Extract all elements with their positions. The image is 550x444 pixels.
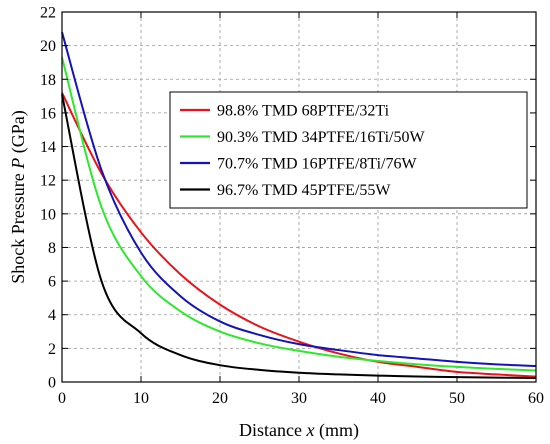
x-tick-label: 40 [370,390,386,407]
y-tick-label: 12 [40,173,56,190]
series-lines [61,31,537,379]
y-tick-label: 14 [40,139,56,156]
x-tick-labels: 0 10 20 30 40 50 60 [58,390,544,407]
y-tick-label: 0 [48,375,56,392]
legend-label-2: 90.3% TMD 34PTFE/16Ti/50W [217,129,425,146]
y-tick-label: 16 [40,105,56,122]
y-tick-label: 4 [48,307,56,324]
series-line-1 [61,92,537,378]
y-axis-title-prefix: Shock Pressure [8,169,28,284]
x-axis-title-var: x [305,420,314,440]
series-line-4 [61,94,537,379]
y-tick-label: 22 [40,5,56,22]
x-tick-label: 50 [449,390,465,407]
y-axis-title-suffix: (GPa) [8,110,29,158]
y-tick-label: 6 [48,274,56,291]
y-tick-labels: 0 2 4 6 8 10 12 14 16 18 20 22 [40,5,56,392]
legend-label-4: 96.7% TMD 45PTFE/55W [217,182,391,199]
legend: 98.8% TMD 68PTFE/32Ti 90.3% TMD 34PTFE/16… [169,91,528,209]
y-tick-label: 18 [40,72,56,89]
x-axis-title: Distance x (mm) [239,420,359,441]
x-tick-label: 20 [212,390,228,407]
y-axis-title-var: P [8,158,28,170]
series-line-2 [61,57,537,372]
y-tick-label: 8 [48,240,56,257]
x-tick-label: 60 [528,390,544,407]
y-tick-label: 20 [40,38,56,55]
y-tick-label: 10 [40,206,56,223]
axis-ticks [61,11,537,383]
y-axis-title: Shock Pressure P (GPa) [8,110,29,284]
legend-box [169,91,528,209]
y-tick-label: 2 [48,341,56,358]
x-tick-label: 10 [133,390,149,407]
x-axis-title-prefix: Distance [239,420,306,440]
series-line-3 [61,31,537,368]
x-tick-label: 0 [58,390,66,407]
x-axis-title-suffix: (mm) [314,420,359,441]
legend-label-3: 70.7% TMD 16PTFE/8Ti/76W [217,156,417,173]
x-tick-label: 30 [291,390,307,407]
legend-label-1: 98.8% TMD 68PTFE/32Ti [217,103,390,120]
